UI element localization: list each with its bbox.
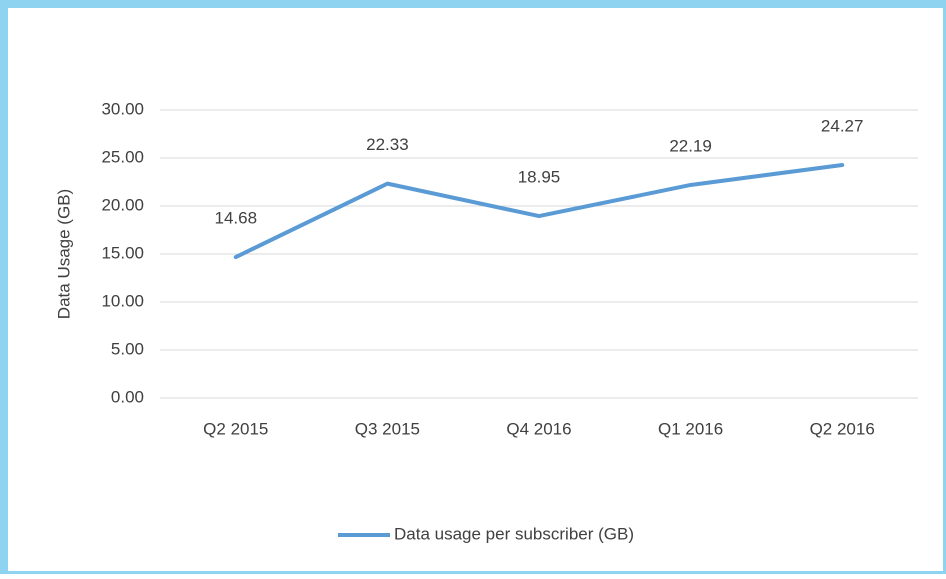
y-tick-label: 30.00: [101, 99, 144, 118]
x-tick-label: Q2 2015: [203, 419, 268, 438]
data-label: 14.68: [215, 209, 258, 228]
y-tick-label: 5.00: [111, 339, 144, 358]
y-tick-label: 15.00: [101, 243, 144, 262]
chart-background: [8, 8, 943, 571]
y-tick-label: 10.00: [101, 291, 144, 310]
line: [233, 163, 845, 260]
data-label: 22.19: [669, 136, 712, 155]
y-tick-label: 0.00: [111, 387, 144, 406]
x-tick-label: Q4 2016: [506, 419, 571, 438]
x-tick-label: Q2 2016: [810, 419, 875, 438]
legend-label: Data usage per subscriber (GB): [394, 524, 634, 543]
x-tick-label: Q3 2015: [355, 419, 420, 438]
data-label: 24.27: [821, 116, 864, 135]
data-label: 18.95: [518, 168, 561, 187]
y-axis-label: Data Usage (GB): [54, 189, 73, 319]
x-tick-label: Q1 2016: [658, 419, 723, 438]
y-tick-label: 20.00: [101, 195, 144, 214]
data-label: 22.33: [366, 135, 409, 154]
y-tick-label: 25.00: [101, 147, 144, 166]
